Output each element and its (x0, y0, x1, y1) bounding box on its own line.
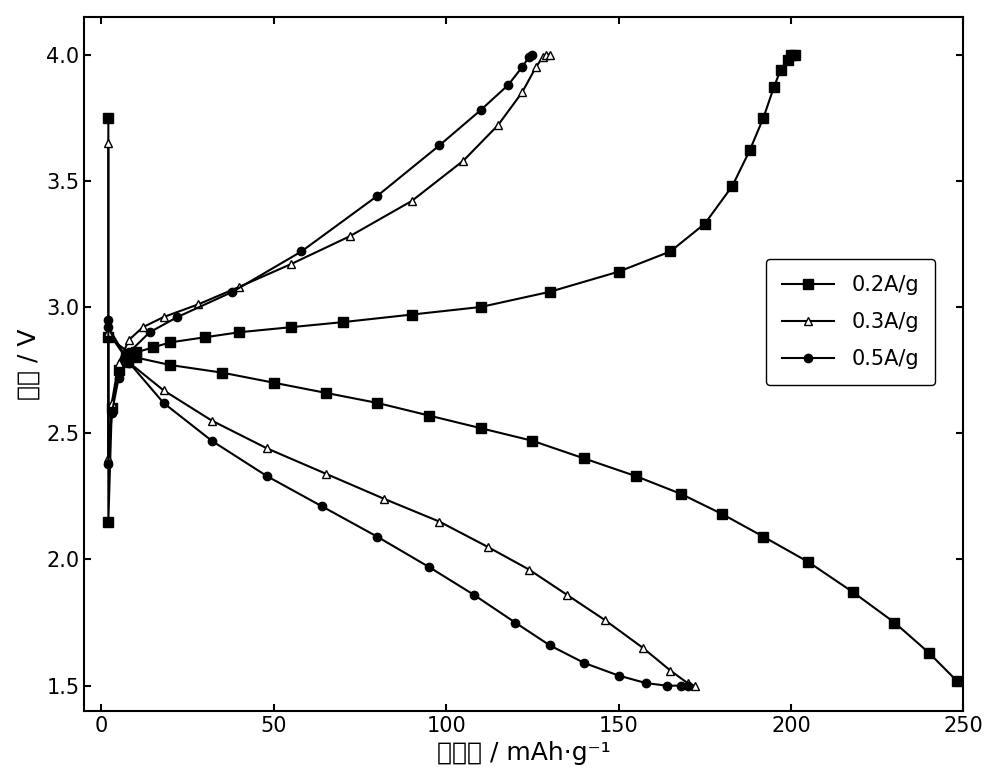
0.2A/g (106, 404, 118, 413)
0.2A/g (757, 113, 769, 122)
0.5A/g (295, 247, 307, 256)
0.2A/g (120, 353, 132, 362)
0.3A/g (123, 335, 135, 345)
0.2A/g (285, 322, 297, 332)
0.2A/g (233, 328, 245, 337)
0.3A/g (492, 120, 504, 130)
0.5A/g (144, 328, 156, 337)
Line: 0.5A/g: 0.5A/g (104, 50, 537, 468)
0.3A/g (158, 312, 170, 321)
0.3A/g (530, 63, 542, 72)
Legend: 0.2A/g, 0.3A/g, 0.5A/g: 0.2A/g, 0.3A/g, 0.5A/g (766, 259, 935, 386)
0.5A/g (106, 408, 118, 418)
0.3A/g (137, 322, 149, 332)
0.3A/g (537, 52, 549, 62)
0.2A/g (147, 343, 159, 352)
0.2A/g (775, 65, 787, 74)
0.2A/g (782, 55, 794, 64)
0.2A/g (744, 145, 756, 155)
0.2A/g (102, 113, 114, 122)
0.2A/g (130, 348, 142, 357)
0.2A/g (664, 247, 676, 256)
Line: 0.2A/g: 0.2A/g (103, 50, 799, 526)
X-axis label: 比容量 / mAh·g⁻¹: 比容量 / mAh·g⁻¹ (437, 741, 611, 766)
0.5A/g (171, 312, 183, 321)
0.5A/g (102, 315, 114, 325)
0.3A/g (406, 196, 418, 206)
0.5A/g (226, 287, 238, 296)
0.2A/g (699, 219, 711, 228)
0.3A/g (516, 88, 528, 97)
0.5A/g (123, 348, 135, 357)
Y-axis label: 电压 / V: 电压 / V (17, 328, 41, 400)
0.5A/g (433, 141, 445, 150)
0.3A/g (544, 50, 556, 59)
0.3A/g (106, 398, 118, 407)
0.2A/g (102, 517, 114, 526)
0.5A/g (516, 63, 528, 72)
0.2A/g (785, 50, 797, 59)
0.5A/g (523, 52, 535, 62)
Line: 0.3A/g: 0.3A/g (104, 50, 554, 463)
0.3A/g (457, 156, 469, 165)
0.2A/g (768, 83, 780, 92)
0.2A/g (475, 303, 487, 312)
0.3A/g (285, 260, 297, 269)
0.3A/g (102, 138, 114, 148)
0.3A/g (113, 358, 125, 368)
0.2A/g (726, 181, 738, 191)
0.5A/g (502, 80, 514, 89)
0.3A/g (540, 50, 552, 59)
0.2A/g (337, 317, 349, 327)
0.3A/g (344, 231, 356, 241)
0.5A/g (371, 192, 383, 201)
0.2A/g (544, 287, 556, 296)
0.5A/g (526, 50, 538, 59)
0.5A/g (113, 373, 125, 382)
0.2A/g (164, 338, 176, 347)
0.3A/g (233, 282, 245, 292)
0.5A/g (102, 459, 114, 468)
0.3A/g (102, 454, 114, 463)
0.2A/g (789, 50, 801, 59)
0.5A/g (475, 106, 487, 115)
0.3A/g (192, 300, 204, 309)
0.2A/g (113, 365, 125, 375)
0.2A/g (199, 332, 211, 342)
0.2A/g (406, 310, 418, 319)
0.2A/g (613, 267, 625, 276)
